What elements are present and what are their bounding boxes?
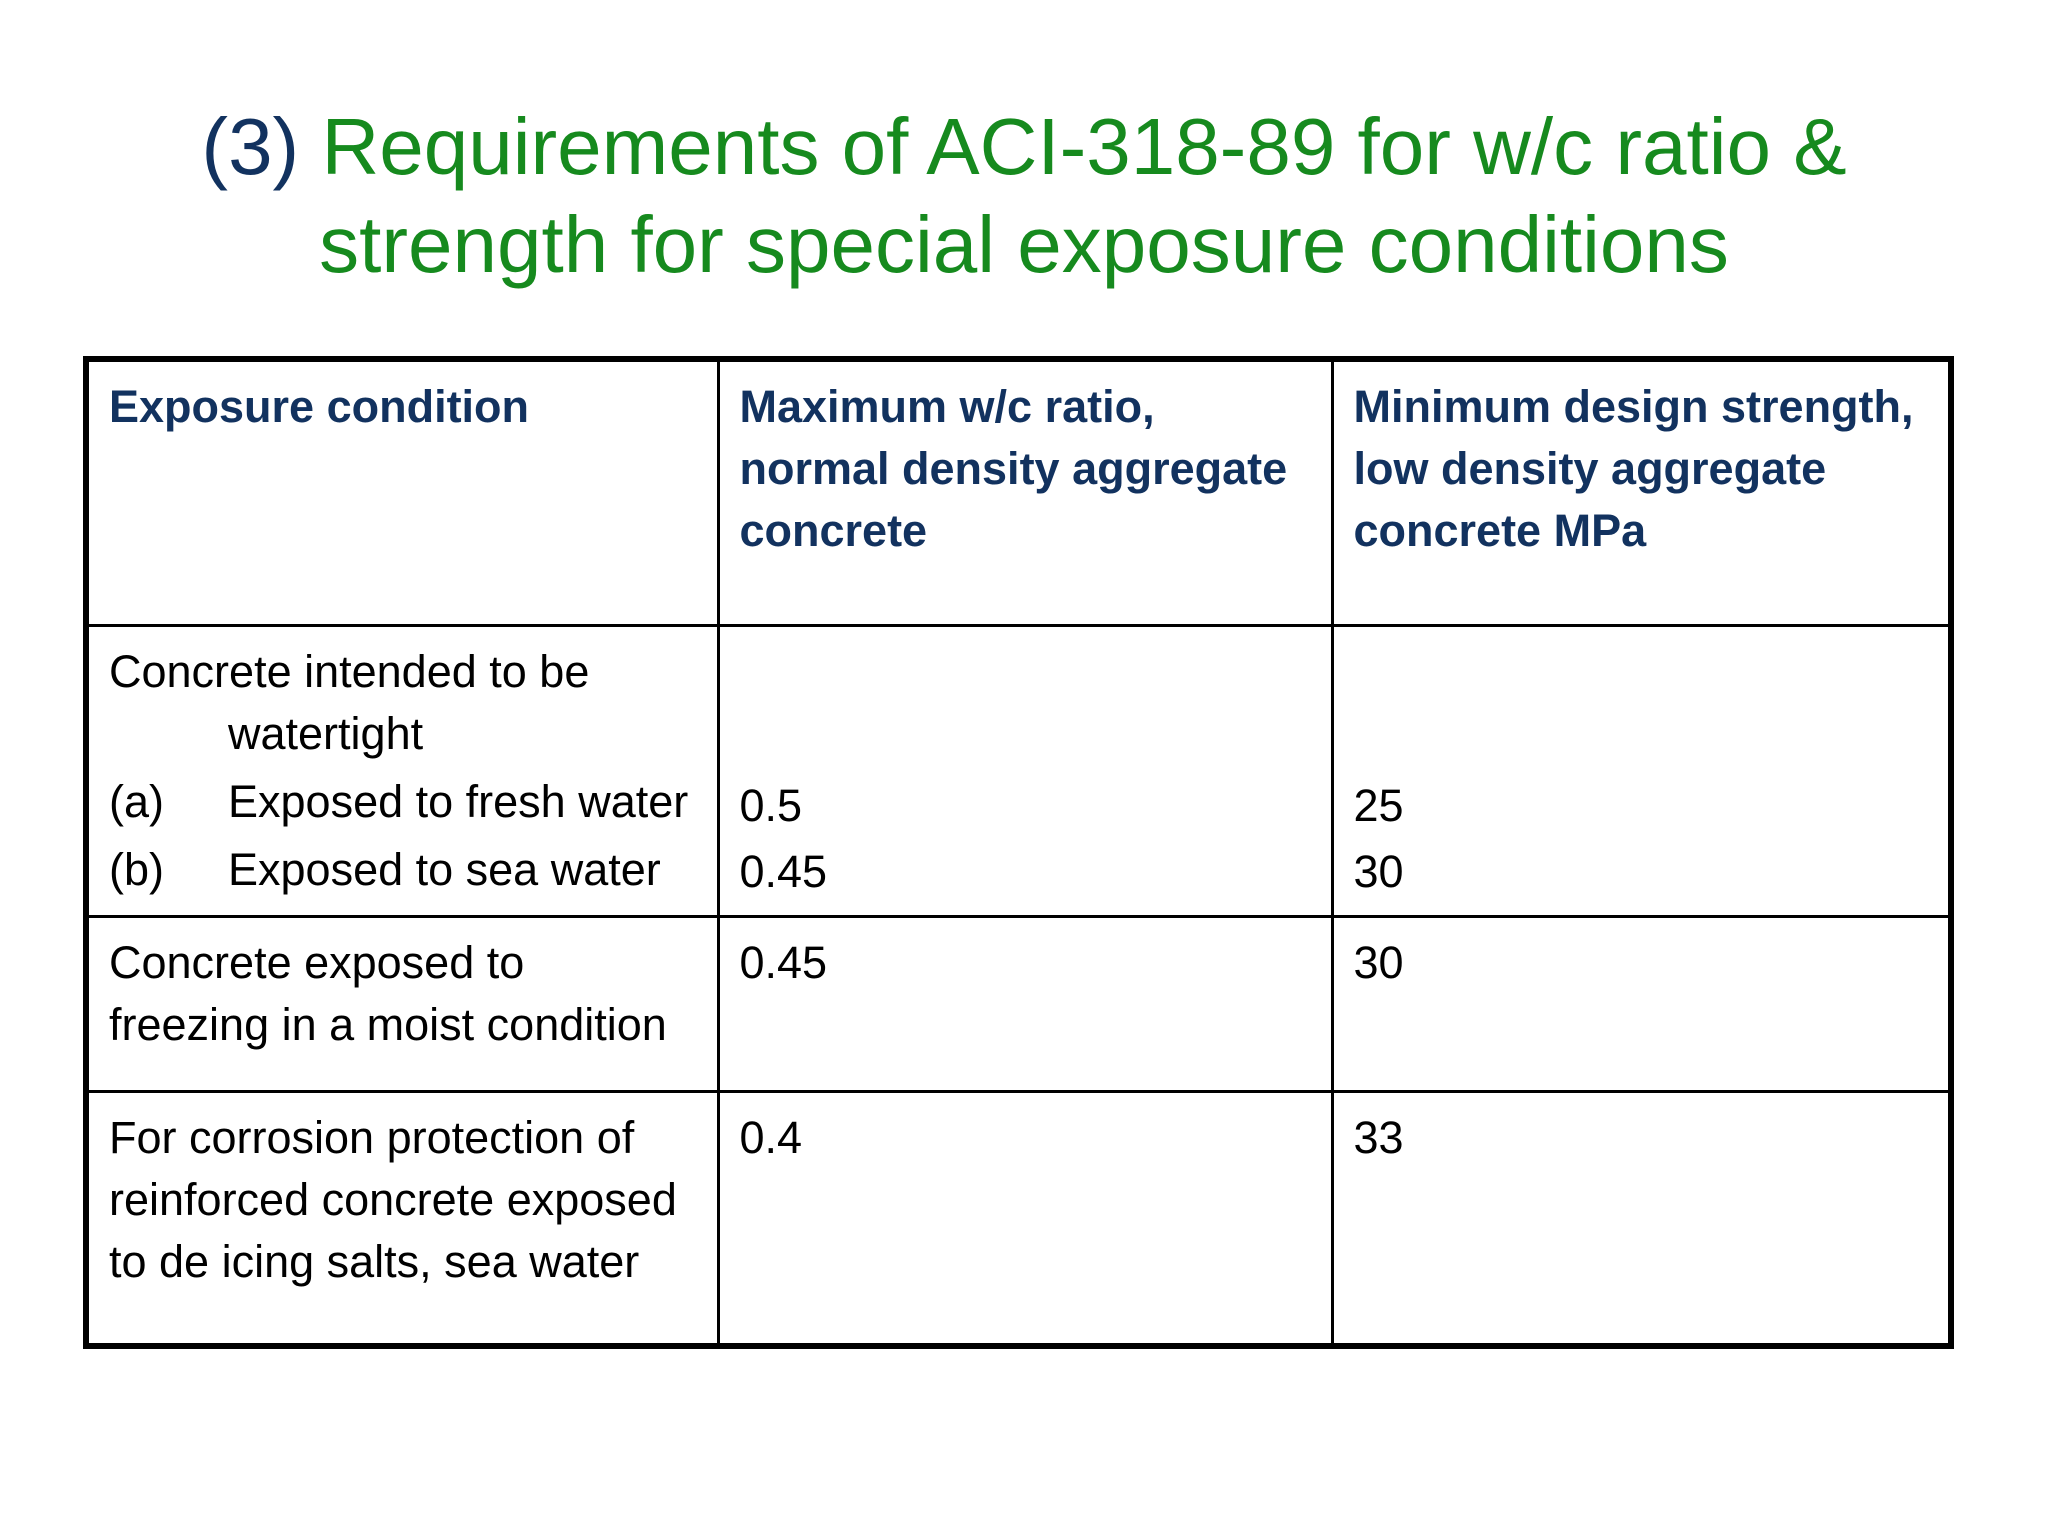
sub-item-tag: (b) bbox=[109, 844, 164, 895]
sub-item-a: (a) Exposed to fresh water bbox=[109, 771, 697, 833]
strength-cell: 33 bbox=[1330, 1090, 1953, 1348]
sub-item-text: Exposed to sea water bbox=[228, 844, 661, 895]
condition-cell: Concrete intended to be watertight (a) Ex… bbox=[84, 624, 720, 918]
slide-title: (3) Requirements of ACI-318-89 for w/c r… bbox=[0, 98, 2048, 294]
strength-value: 25 bbox=[1353, 780, 1404, 831]
condition-cell: For corrosion protection of reinforced c… bbox=[84, 1090, 720, 1348]
title-line-1: Requirements of ACI-318-89 for w/c ratio… bbox=[321, 102, 1847, 191]
strength-value: 30 bbox=[1353, 846, 1404, 897]
value-list: 25 30 bbox=[1354, 773, 1929, 905]
table-header-row: Exposure condition Maximum w/c ratio, no… bbox=[84, 357, 1953, 627]
wc-ratio-cell: 0.45 bbox=[716, 915, 1334, 1093]
sub-item-text: Exposed to fresh water bbox=[228, 776, 689, 827]
title-number: (3) bbox=[201, 102, 300, 191]
requirements-table: Exposure condition Maximum w/c ratio, no… bbox=[83, 356, 1954, 1349]
sub-item-b: (b) Exposed to sea water bbox=[109, 839, 697, 901]
value-list: 0.5 0.45 bbox=[740, 773, 1311, 905]
condition-text-continued: watertight bbox=[228, 708, 424, 759]
table-row: For corrosion protection of reinforced c… bbox=[84, 1090, 1953, 1348]
table-row: Concrete exposed to freezing in a moist … bbox=[84, 915, 1953, 1093]
sub-item-tag: (a) bbox=[109, 776, 164, 827]
wc-value: 0.5 bbox=[739, 780, 803, 831]
wc-ratio-cell: 0.4 bbox=[716, 1090, 1334, 1348]
header-max-wc-ratio: Maximum w/c ratio, normal density aggreg… bbox=[716, 357, 1334, 627]
condition-cell: Concrete exposed to freezing in a moist … bbox=[84, 915, 720, 1093]
strength-cell: 30 bbox=[1330, 915, 1953, 1093]
table-row: Concrete intended to be watertight (a) Ex… bbox=[84, 624, 1953, 918]
title-line-2: strength for special exposure conditions bbox=[319, 200, 1729, 289]
wc-ratio-cell: 0.5 0.45 bbox=[716, 624, 1334, 918]
wc-value: 0.45 bbox=[739, 846, 828, 897]
header-exposure-condition: Exposure condition bbox=[84, 357, 720, 627]
strength-cell: 25 30 bbox=[1330, 624, 1953, 918]
condition-text: Concrete intended to be bbox=[109, 646, 590, 697]
header-min-design-strength: Minimum design strength, low density agg… bbox=[1330, 357, 1953, 627]
